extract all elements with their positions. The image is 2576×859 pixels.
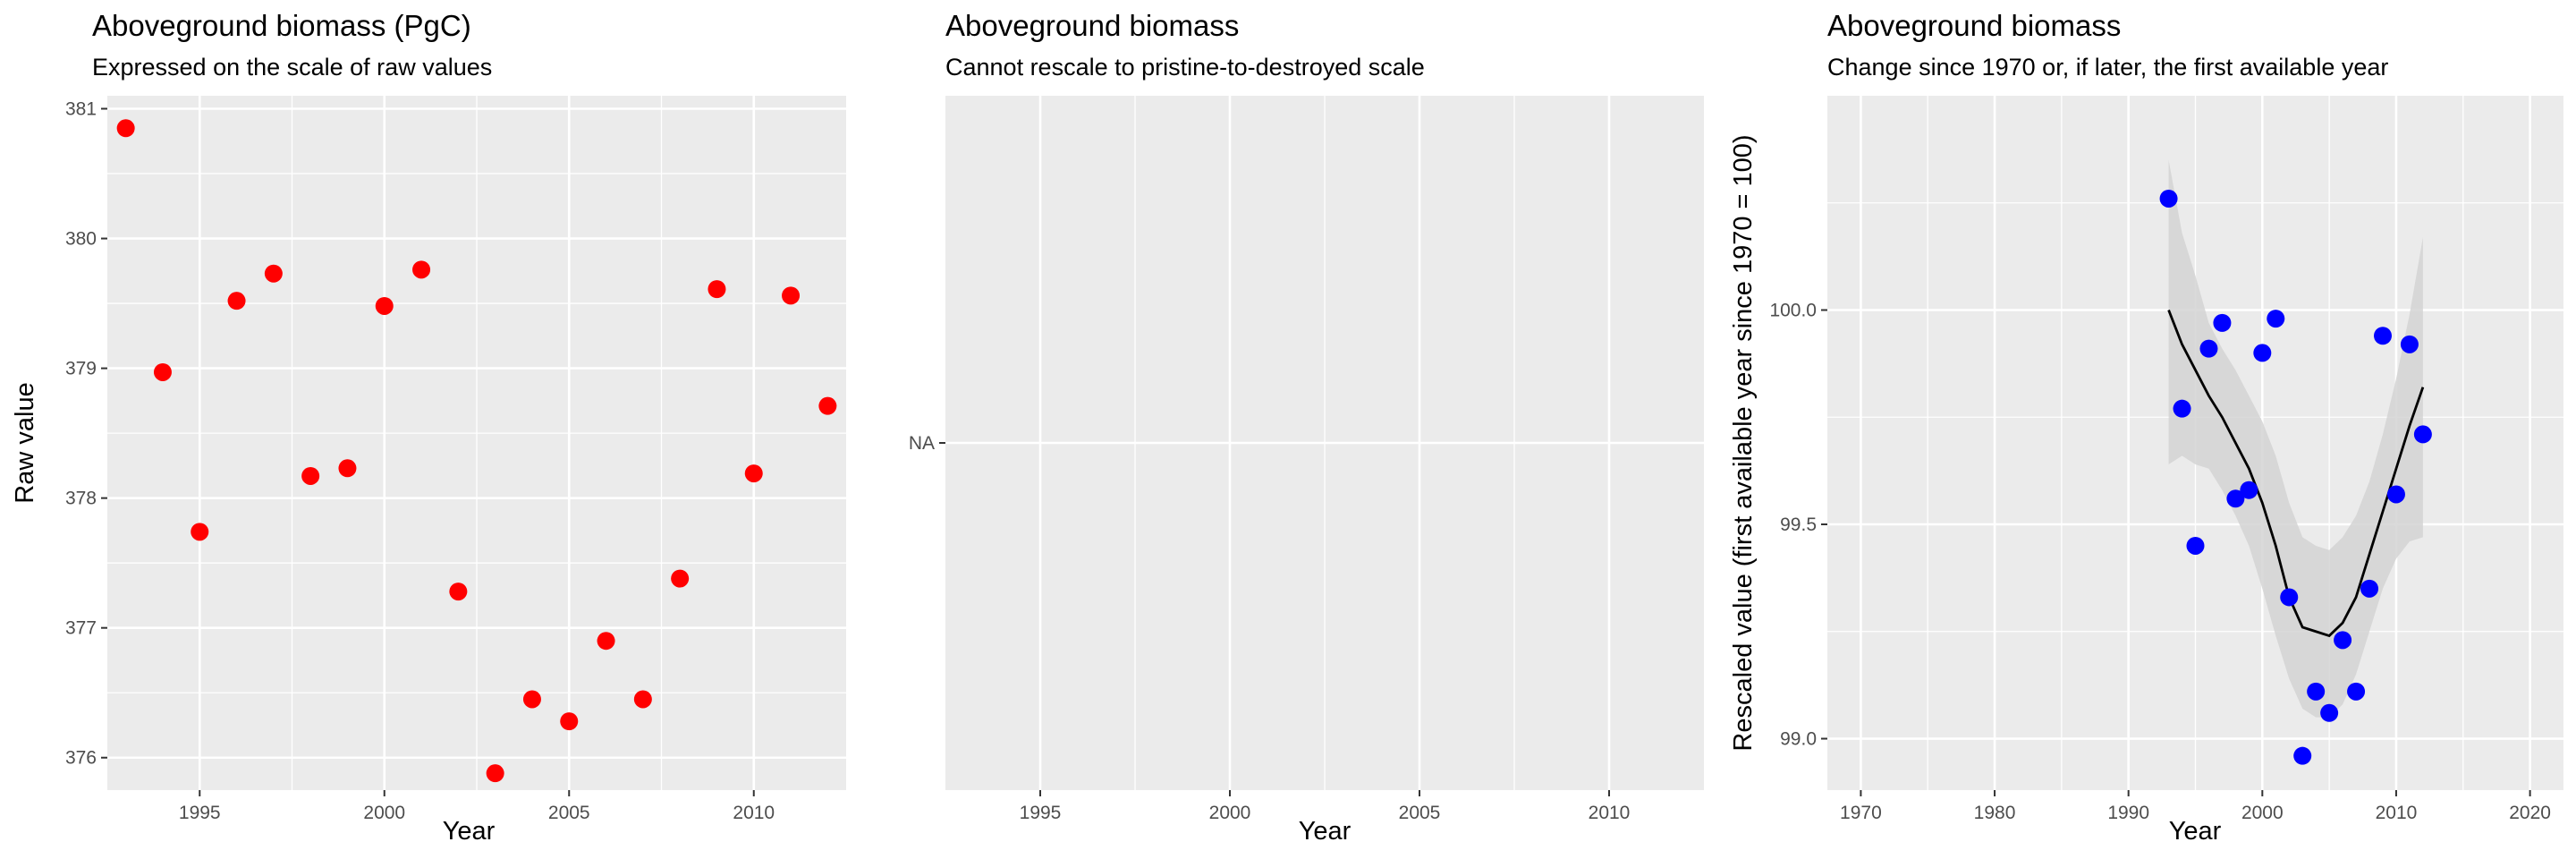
x-tick-label: 2000 [2241, 803, 2284, 823]
data-point [2159, 189, 2178, 208]
data-point [375, 296, 394, 315]
x-tick-label: 1990 [2107, 803, 2149, 823]
x-tick-label: 1995 [179, 803, 221, 823]
panel-not-rescalable: Aboveground biomass Cannot rescale to pr… [909, 9, 1704, 846]
y-tick-label: 380 [65, 229, 97, 250]
data-point [2213, 313, 2232, 332]
panel-rescaled-values: Aboveground biomass Change since 1970 or… [1729, 9, 2563, 846]
x-axis-ticks: 1995 2000 2005 2010 [1020, 790, 1631, 823]
x-axis-ticks: 1995 2000 2005 2010 [179, 790, 775, 823]
data-point [338, 459, 357, 478]
y-axis-title: Raw value [11, 382, 39, 503]
gridlines [945, 96, 1704, 790]
data-point [2173, 399, 2191, 418]
data-points [2159, 189, 2432, 765]
trend-line [2167, 309, 2425, 638]
data-point [597, 632, 615, 651]
data-point [560, 712, 579, 731]
x-axis-ticks: 1970 1980 1990 2000 2010 2020 [1840, 790, 2551, 823]
y-tick-label: NA [909, 433, 935, 454]
gridlines [107, 96, 846, 790]
x-axis-title: Year [1299, 817, 1352, 846]
x-tick-label: 1995 [1020, 803, 1062, 823]
y-axis-ticks: 376 377 378 379 380 381 [65, 99, 107, 769]
x-axis-title: Year [443, 817, 496, 846]
data-point [2253, 344, 2272, 362]
x-tick-label: 1980 [1974, 803, 2016, 823]
x-axis-title: Year [2169, 817, 2222, 846]
data-point [2186, 536, 2205, 555]
data-point [2293, 746, 2312, 765]
x-tick-label: 2020 [2509, 803, 2551, 823]
x-tick-label: 2005 [1399, 803, 1441, 823]
panel-subtitle: Change since 1970 or, if later, the firs… [1827, 54, 2388, 81]
data-point [671, 569, 690, 588]
x-tick-label: 1970 [1840, 803, 1882, 823]
x-tick-label: 2000 [363, 803, 405, 823]
data-point [2280, 588, 2299, 607]
data-point [633, 690, 652, 709]
data-point [2386, 485, 2405, 504]
data-point [153, 362, 172, 381]
data-point [2413, 425, 2432, 444]
data-point [449, 583, 468, 601]
y-tick-label: 99.0 [1780, 729, 1817, 750]
data-point [782, 286, 801, 305]
data-point [2373, 327, 2392, 345]
data-point [191, 523, 209, 541]
y-axis-title: Rescaled value (first available year sin… [1729, 134, 1758, 751]
data-point [522, 690, 541, 709]
data-point [2347, 682, 2366, 701]
data-point [2267, 310, 2285, 328]
data-point [486, 764, 504, 783]
y-tick-label: 99.5 [1780, 515, 1817, 535]
data-points [116, 119, 837, 783]
data-point [708, 280, 726, 299]
data-point [744, 464, 763, 483]
y-tick-label: 379 [65, 359, 97, 379]
confidence-band [2168, 159, 2423, 718]
data-point [412, 260, 431, 279]
data-point [2320, 703, 2339, 722]
data-point [264, 264, 283, 283]
data-point [116, 119, 135, 138]
data-point [2360, 579, 2379, 598]
panel-raw-values: Aboveground biomass (PgC) Expressed on t… [11, 9, 846, 846]
y-tick-label: 381 [65, 99, 97, 120]
y-tick-label: 378 [65, 489, 97, 509]
panel-subtitle: Cannot rescale to pristine-to-destroyed … [945, 54, 1425, 81]
data-point [2307, 682, 2326, 701]
y-tick-label: 376 [65, 748, 97, 769]
data-point [2226, 489, 2245, 508]
panel-title: Aboveground biomass [945, 9, 1239, 42]
confidence-band-layer [2167, 159, 2425, 718]
y-tick-label: 377 [65, 618, 97, 639]
data-point [2199, 339, 2218, 358]
x-tick-label: 2005 [548, 803, 590, 823]
data-point [2334, 631, 2352, 650]
panel-title: Aboveground biomass (PgC) [92, 9, 471, 42]
y-axis-ticks: NA [909, 433, 945, 454]
data-point [301, 466, 320, 485]
x-tick-label: 2010 [2376, 803, 2418, 823]
data-point [2400, 335, 2419, 353]
y-tick-label: 100.0 [1769, 301, 1817, 321]
data-point [2240, 481, 2258, 499]
x-tick-label: 2000 [1209, 803, 1251, 823]
panel-title: Aboveground biomass [1827, 9, 2121, 42]
panel-subtitle: Expressed on the scale of raw values [92, 54, 492, 81]
y-axis-ticks: 99.0 99.5 100.0 [1769, 301, 1827, 750]
x-tick-label: 2010 [733, 803, 775, 823]
data-point [818, 396, 837, 415]
data-point [227, 292, 246, 310]
x-tick-label: 2010 [1589, 803, 1631, 823]
